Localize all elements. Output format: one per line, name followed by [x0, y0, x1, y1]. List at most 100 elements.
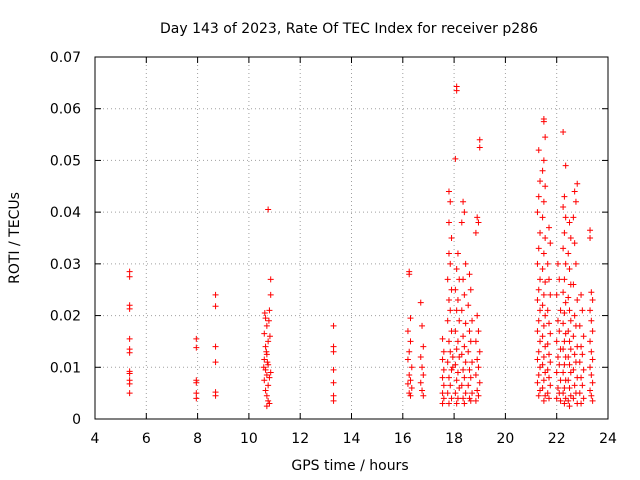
- data-point: [445, 297, 452, 304]
- data-point: [535, 392, 542, 399]
- data-point: [419, 322, 426, 329]
- data-point: [456, 317, 463, 324]
- data-point: [263, 392, 270, 399]
- data-point: [562, 162, 569, 169]
- data-point: [547, 291, 554, 298]
- data-point: [534, 356, 541, 363]
- data-point: [589, 379, 596, 386]
- data-point: [542, 312, 549, 319]
- data-point: [566, 361, 573, 368]
- data-point: [440, 382, 447, 389]
- data-point: [561, 193, 568, 200]
- data-point: [571, 188, 578, 195]
- data-point: [587, 387, 594, 394]
- data-point: [193, 395, 200, 402]
- data-point: [447, 307, 454, 314]
- data-point: [456, 353, 463, 360]
- data-point: [565, 328, 572, 335]
- data-point: [472, 372, 479, 379]
- data-point: [542, 278, 549, 285]
- data-point: [557, 397, 564, 404]
- data-point: [540, 118, 547, 125]
- data-point: [576, 322, 583, 329]
- data-points: [126, 83, 596, 410]
- x-tick-label: 20: [496, 431, 514, 447]
- y-tick-label: 0.02: [50, 309, 81, 325]
- data-point: [560, 203, 567, 210]
- data-point: [267, 276, 274, 283]
- data-point: [212, 343, 219, 350]
- data-point: [476, 136, 483, 143]
- data-point: [580, 395, 587, 402]
- data-point: [266, 400, 273, 407]
- data-point: [406, 348, 413, 355]
- data-point: [406, 372, 413, 379]
- data-point: [449, 364, 456, 371]
- data-point: [474, 356, 481, 363]
- data-point: [439, 356, 446, 363]
- data-point: [567, 317, 574, 324]
- data-point: [539, 361, 546, 368]
- data-point: [126, 370, 133, 377]
- data-point: [445, 250, 452, 257]
- data-point: [475, 328, 482, 335]
- data-point: [544, 307, 551, 314]
- data-point: [261, 356, 268, 363]
- data-point: [534, 209, 541, 216]
- data-point: [266, 333, 273, 340]
- data-point: [330, 392, 337, 399]
- chart-title: Day 143 of 2023, Rate Of TEC Index for r…: [160, 21, 538, 37]
- x-tick-label: 12: [291, 431, 309, 447]
- y-tick-label: 0.06: [50, 102, 81, 118]
- x-tick-label: 4: [91, 431, 100, 447]
- data-point: [570, 395, 577, 402]
- data-point: [449, 353, 456, 360]
- data-point: [267, 291, 274, 298]
- data-point: [537, 307, 544, 314]
- data-point: [535, 317, 542, 324]
- data-point: [588, 372, 595, 379]
- data-point: [578, 400, 585, 407]
- data-point: [566, 338, 573, 345]
- data-point: [567, 235, 574, 241]
- data-point: [572, 260, 579, 267]
- data-point: [262, 387, 269, 394]
- data-point: [562, 330, 569, 337]
- data-point: [588, 289, 595, 296]
- x-tick-label: 16: [394, 431, 412, 447]
- data-point: [454, 297, 461, 304]
- data-point: [547, 240, 554, 247]
- data-point: [265, 206, 272, 213]
- data-point: [461, 291, 468, 298]
- data-point: [440, 348, 447, 355]
- y-tick-label: 0.01: [50, 360, 81, 376]
- data-point: [444, 317, 451, 324]
- data-point: [542, 369, 549, 376]
- data-point: [539, 266, 546, 273]
- data-point: [589, 397, 596, 404]
- data-point: [265, 397, 272, 404]
- data-point: [588, 348, 595, 355]
- data-point: [461, 209, 468, 216]
- data-point: [126, 349, 133, 356]
- data-point: [212, 303, 219, 310]
- data-point: [453, 346, 460, 353]
- data-point: [469, 359, 476, 366]
- data-point: [440, 366, 447, 373]
- data-point: [467, 286, 474, 293]
- data-point: [474, 312, 481, 319]
- x-axis: 4 6 8 10 12 14 16 18 20 22 24: [91, 57, 617, 447]
- data-point: [461, 374, 468, 381]
- data-point: [560, 128, 567, 135]
- data-point: [539, 333, 546, 340]
- data-point: [567, 392, 574, 399]
- data-point: [542, 183, 549, 190]
- data-point: [193, 344, 200, 351]
- data-point: [565, 377, 572, 384]
- data-point: [467, 397, 474, 404]
- data-point: [467, 338, 474, 345]
- x-tick-label: 14: [343, 431, 361, 447]
- data-point: [126, 390, 133, 397]
- data-point: [561, 361, 568, 368]
- data-point: [589, 297, 596, 304]
